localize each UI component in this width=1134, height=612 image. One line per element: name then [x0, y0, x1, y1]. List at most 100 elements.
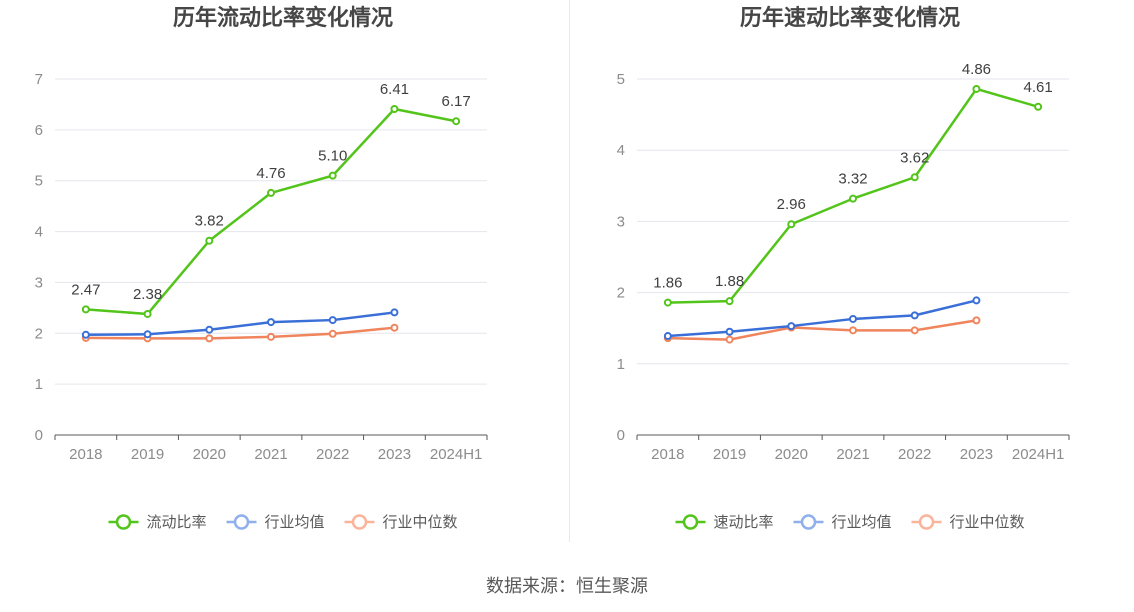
series-point-0: [787, 220, 796, 229]
series-point-1: [267, 318, 275, 327]
series-point-2: [205, 334, 214, 343]
series-line-2: [667, 319, 977, 341]
data-label: 3.32: [838, 171, 867, 188]
series-point-1: [725, 327, 734, 336]
x-tick-label: 2023: [960, 446, 993, 463]
series-point-0: [143, 309, 152, 318]
series-point-2: [849, 326, 857, 335]
x-tick-label: 2019: [131, 446, 164, 463]
series-point-0: [663, 298, 672, 307]
data-label: 6.41: [380, 81, 409, 98]
x-tick-label: 2019: [713, 446, 746, 463]
series-point-1: [849, 314, 857, 323]
series-point-0: [81, 305, 90, 314]
series-point-1: [787, 322, 796, 331]
data-label: 6.17: [442, 93, 471, 110]
series-point-1: [205, 325, 214, 334]
series-line-1: [667, 299, 977, 338]
legend-marker: [682, 514, 699, 530]
series-point-1: [328, 316, 337, 325]
series-point-1: [143, 330, 152, 339]
y-tick-label: 3: [35, 274, 43, 291]
y-tick-label: 7: [35, 71, 43, 88]
data-label: 2.96: [777, 196, 806, 213]
x-tick-label: 2024H1: [1012, 446, 1065, 463]
data-label: 3.82: [195, 213, 224, 230]
data-label: 4.86: [962, 61, 991, 78]
series-point-0: [452, 117, 461, 126]
y-tick-label: 3: [617, 213, 625, 230]
series-point-0: [1034, 102, 1043, 111]
data-label: 3.62: [900, 149, 929, 166]
data-source-note: 数据来源：恒生聚源: [486, 576, 648, 596]
y-tick-label: 4: [617, 142, 625, 159]
x-tick-label: 2022: [316, 446, 349, 463]
legend-label: 行业均值: [265, 514, 325, 531]
current-ratio-chart: 历年流动比率变化情况 0 1 2 3 4 5 6 7 2018 2019 2020 2021 2022 20…: [35, 5, 488, 531]
series-point-2: [328, 329, 337, 338]
y-tick-label: 2: [35, 325, 43, 342]
series-point-2: [725, 335, 734, 344]
series-point-1: [910, 311, 919, 320]
x-tick-label: 2018: [69, 446, 102, 463]
x-tick-label: 2018: [651, 446, 684, 463]
series-point-2: [390, 323, 399, 332]
data-label: 4.61: [1024, 79, 1053, 96]
series-point-0: [267, 188, 275, 197]
series-point-1: [663, 332, 672, 341]
data-label: 1.88: [715, 273, 744, 290]
y-tick-label: 0: [35, 427, 43, 444]
legend-label: 流动比率: [147, 514, 207, 531]
data-label: 1.86: [653, 275, 682, 292]
series-point-1: [972, 296, 981, 305]
current-ratio-panel: 历年流动比率变化情况 0 1 2 3 4 5 6 7 2018 2019 2020 2021 2022 20…: [0, 0, 567, 560]
legend-marker: [918, 514, 935, 530]
x-tick-label: 2021: [254, 446, 287, 463]
series-point-0: [849, 194, 857, 203]
legend-marker: [800, 514, 817, 530]
legend-marker: [233, 514, 250, 530]
series-line-0: [85, 107, 457, 316]
series-point-0: [205, 236, 214, 245]
y-tick-label: 4: [35, 224, 43, 241]
series-point-0: [390, 105, 399, 114]
y-tick-label: 1: [35, 376, 43, 393]
series-line-1: [85, 311, 395, 337]
y-tick-label: 1: [617, 356, 625, 373]
x-tick-label: 2020: [193, 446, 226, 463]
chart-title: 历年速动比率变化情况: [740, 5, 960, 30]
y-tick-label: 6: [35, 122, 43, 139]
quick-ratio-panel: 历年速动比率变化情况 0 1 2 3 4 5 2018 2019 2020 2021 2022 2023…: [567, 0, 1134, 560]
y-tick-label: 5: [35, 173, 43, 190]
x-tick-label: 2022: [898, 446, 931, 463]
x-tick-label: 2024H1: [430, 446, 483, 463]
series-point-0: [972, 84, 981, 93]
panel-divider: [569, 0, 570, 542]
data-label: 2.38: [133, 286, 162, 303]
series-line-2: [85, 326, 395, 340]
quick-ratio-chart: 历年速动比率变化情况 0 1 2 3 4 5 2018 2019 2020 2021 2022 2023…: [617, 5, 1070, 531]
series-point-0: [328, 171, 337, 180]
legend-label: 行业中位数: [950, 514, 1025, 531]
x-tick-label: 2023: [378, 446, 411, 463]
legend-label: 行业中位数: [383, 514, 458, 531]
series-point-1: [390, 308, 399, 317]
series-point-1: [81, 330, 90, 339]
legend-label: 速动比率: [714, 514, 774, 531]
series-point-2: [910, 326, 919, 335]
legend-marker: [351, 514, 368, 530]
x-tick-label: 2021: [836, 446, 869, 463]
series-point-2: [972, 316, 981, 325]
legend-marker: [115, 514, 132, 530]
y-tick-label: 5: [617, 71, 625, 88]
legend-label: 行业均值: [832, 514, 892, 531]
chart-title: 历年流动比率变化情况: [173, 5, 393, 30]
y-tick-label: 0: [617, 427, 625, 444]
y-tick-label: 2: [617, 285, 625, 302]
x-tick-label: 2020: [775, 446, 808, 463]
data-label: 4.76: [256, 165, 285, 182]
series-point-0: [910, 173, 919, 182]
series-point-2: [267, 332, 275, 341]
data-label: 2.47: [71, 281, 100, 298]
data-label: 5.10: [318, 148, 347, 165]
